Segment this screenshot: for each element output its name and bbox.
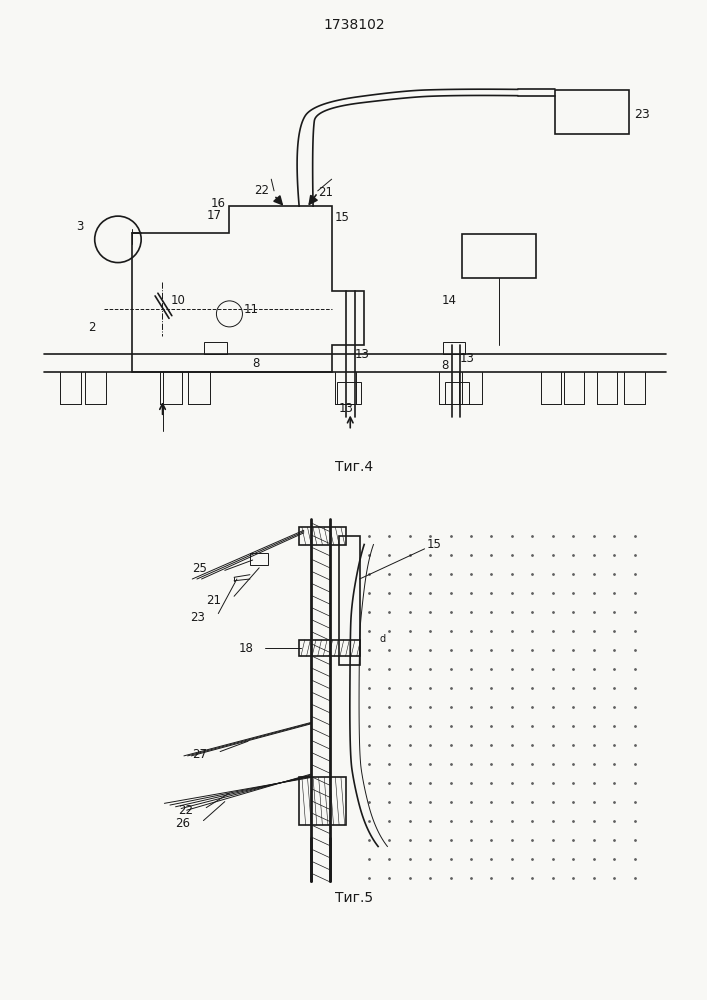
Text: 23: 23 (633, 108, 650, 121)
Text: 2: 2 (88, 321, 95, 334)
Text: 10: 10 (171, 294, 186, 307)
Bar (462, 234, 536, 278)
Bar (443, 342, 465, 354)
Text: 1738102: 1738102 (323, 18, 385, 32)
Text: 27: 27 (192, 748, 207, 761)
Text: 13: 13 (339, 402, 354, 415)
Text: Τиг.4: Τиг.4 (335, 460, 373, 474)
Text: Τиг.5: Τиг.5 (335, 891, 373, 905)
Bar (445, 382, 469, 404)
Bar (555, 90, 629, 134)
Text: 23: 23 (190, 611, 205, 624)
Bar (250, 553, 269, 565)
Text: 25: 25 (192, 562, 207, 575)
Bar (339, 536, 360, 665)
Text: 21: 21 (317, 186, 333, 199)
Text: 17: 17 (206, 209, 221, 222)
Text: 3: 3 (76, 220, 83, 233)
Text: 15: 15 (426, 538, 441, 551)
Text: 16: 16 (211, 197, 226, 210)
Text: 14: 14 (441, 294, 456, 307)
Text: 8: 8 (441, 359, 449, 372)
Text: 21: 21 (206, 594, 221, 607)
Bar (299, 527, 346, 545)
Text: 13: 13 (355, 348, 370, 361)
Text: 22: 22 (178, 804, 193, 817)
Bar (299, 777, 346, 825)
Text: 15: 15 (334, 211, 349, 224)
Text: 18: 18 (239, 642, 254, 655)
Bar (204, 342, 227, 354)
Bar (299, 640, 360, 656)
Text: 22: 22 (255, 184, 269, 197)
Text: 26: 26 (175, 817, 191, 830)
Text: 13: 13 (460, 352, 475, 365)
Bar (337, 382, 361, 404)
Text: 11: 11 (243, 303, 258, 316)
Text: d: d (380, 634, 386, 644)
Text: 8: 8 (252, 357, 260, 370)
